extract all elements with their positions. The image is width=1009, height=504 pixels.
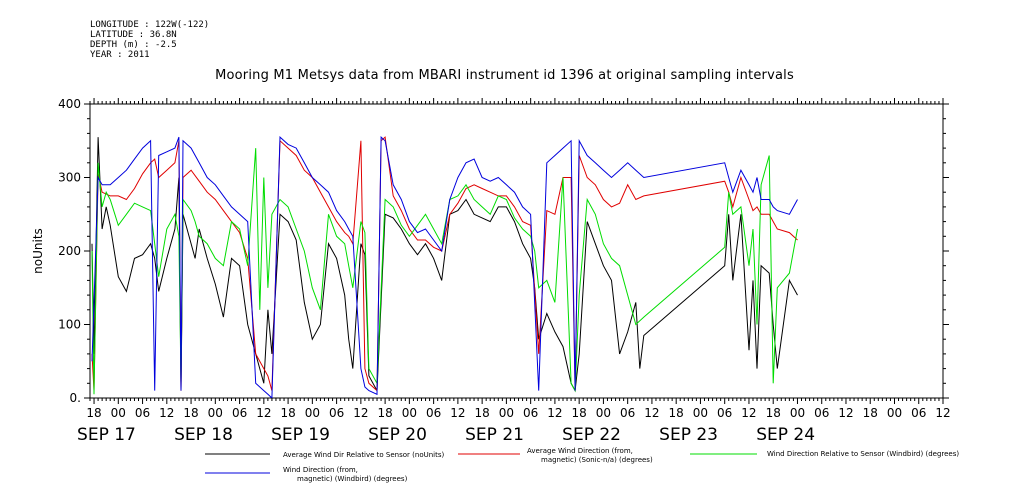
x-hour-label: 00 [402, 406, 417, 420]
x-day-label: SEP 24 [756, 425, 815, 445]
legend-label-3: Wind Direction Relative to Sensor (Windb… [767, 450, 959, 458]
y-tick-label: 0. [70, 391, 81, 405]
x-hour-label: 18 [669, 406, 684, 420]
x-day-label: SEP 20 [368, 425, 427, 445]
x-hour-label: 06 [232, 406, 247, 420]
x-hour-label: 12 [450, 406, 465, 420]
x-day-label: SEP 18 [174, 425, 233, 445]
series-line-2 [91, 136, 798, 392]
depth-text: DEPTH (m) : -2.5 [90, 40, 177, 50]
x-hour-label: 00 [499, 406, 514, 420]
longitude-text: LONGITUDE : 122W(-122) [90, 20, 210, 30]
series-line-4 [91, 135, 798, 400]
legend: Average Wind Dir Relative to Sensor (noU… [205, 447, 959, 483]
plot-frame [89, 103, 944, 399]
x-hour-label: 12 [935, 406, 950, 420]
x-hour-label: 12 [547, 406, 562, 420]
x-hour-label: 06 [426, 406, 441, 420]
x-hour-label: 18 [377, 406, 392, 420]
x-hour-label: 18 [86, 406, 101, 420]
x-hour-label: 18 [474, 406, 489, 420]
x-hour-label: 12 [353, 406, 368, 420]
x-hour-label: 06 [329, 406, 344, 420]
x-hour-label: 18 [183, 406, 198, 420]
x-hour-label: 06 [135, 406, 150, 420]
x-hour-label: 06 [523, 406, 538, 420]
y-axis-label: noUnits [31, 228, 45, 274]
x-hour-label: 06 [911, 406, 926, 420]
x-hour-label: 00 [111, 406, 126, 420]
x-hour-label: 12 [644, 406, 659, 420]
legend-label-2: Average Wind Direction (from, magnetic) (… [527, 447, 653, 464]
chart-title: Mooring M1 Metsys data from MBARI instru… [215, 68, 794, 83]
y-tick-label: 400 [58, 97, 81, 111]
x-hour-label: 00 [790, 406, 805, 420]
x-hour-label: 12 [741, 406, 756, 420]
x-day-label: SEP 17 [77, 425, 136, 445]
x-hour-label: 06 [717, 406, 732, 420]
x-day-label: SEP 21 [465, 425, 524, 445]
y-tick-label: 200 [58, 244, 81, 258]
x-hour-label: 06 [620, 406, 635, 420]
x-hour-label: 00 [693, 406, 708, 420]
x-hour-label: 18 [280, 406, 295, 420]
series-layer [91, 135, 798, 400]
legend-label-1: Average Wind Dir Relative to Sensor (noU… [283, 451, 444, 459]
x-hour-label: 12 [838, 406, 853, 420]
year-text: YEAR : 2011 [90, 50, 150, 60]
x-hour-label: 12 [256, 406, 271, 420]
x-hour-label: 18 [572, 406, 587, 420]
x-day-label: SEP 19 [271, 425, 330, 445]
series-line-3 [91, 148, 798, 395]
x-hour-label: 06 [814, 406, 829, 420]
x-day-label: SEP 22 [562, 425, 621, 445]
y-tick-label: 300 [58, 171, 81, 185]
y-tick-label: 100 [58, 318, 81, 332]
x-day-label: SEP 23 [659, 425, 718, 445]
x-hour-label: 12 [159, 406, 174, 420]
x-hour-label: 00 [887, 406, 902, 420]
x-hour-label: 00 [305, 406, 320, 420]
x-hour-label: 00 [208, 406, 223, 420]
x-hour-label: 18 [863, 406, 878, 420]
series-line-1 [91, 137, 798, 393]
legend-label-4: Wind Direction (from, magnetic) (Windbird… [283, 466, 408, 483]
axes-layer: 0. 100 200 300 400 18 00 06 12 18 00 06 12 18 00 06 12 18… [58, 97, 951, 445]
x-hour-label: 18 [766, 406, 781, 420]
latitude-text: LATITUDE : 36.8N [90, 30, 177, 40]
mooring-metadata: LONGITUDE : 122W(-122) LATITUDE : 36.8N … [90, 20, 209, 60]
x-hour-label: 00 [596, 406, 611, 420]
